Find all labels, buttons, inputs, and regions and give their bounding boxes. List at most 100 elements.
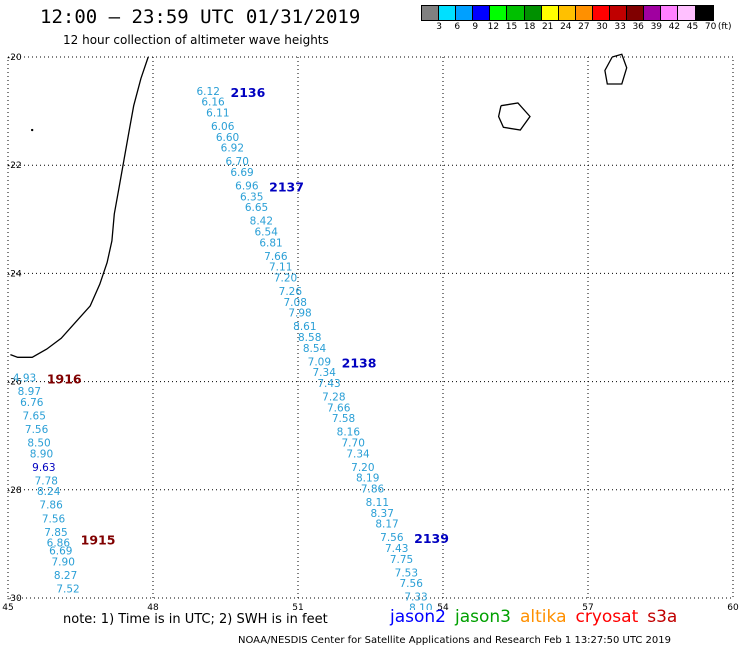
colorbar-swatch [507, 6, 525, 20]
swh-value: 6.92 [221, 143, 244, 155]
colorbar-swatch [661, 6, 679, 20]
swh-value: 7.65 [23, 410, 46, 422]
axis-ticks: 45 48 51 54 57 60 -20 -22 -24 -26 -28 -30 [2, 53, 739, 610]
swh-value: 7.34 [346, 448, 370, 460]
swh-value: 7.20 [351, 462, 374, 474]
y-tick-label: -24 [7, 269, 22, 279]
swh-value: 4.93 [13, 373, 36, 385]
swh-value: 7.09 [308, 356, 331, 368]
colorbar-label: 42 [668, 22, 681, 32]
legend-entry: jason3 [455, 607, 511, 627]
swh-value: 7.26 [279, 286, 303, 298]
colorbar-label: 30 [596, 22, 608, 32]
mauritius-coast [604, 53, 628, 85]
satellite-legend: jason2 jason3 altika cryosat s3a [390, 607, 686, 627]
wave-height-map: 45 48 51 54 57 60-20-22-24-26-28-30 4.938.976… [2, 53, 739, 610]
colorbar-swatch [456, 6, 474, 20]
credit-line: NOAA/NESDIS Center for Satellite Applica… [238, 635, 671, 646]
legend-entry: altika [520, 607, 567, 627]
chart-subtitle: 12 hour collection of altimeter wave hei… [63, 33, 329, 47]
swh-value: 6.70 [226, 156, 249, 168]
swh-value: 6.65 [245, 202, 268, 214]
y-tick-label: -26 [7, 378, 22, 388]
colorbar-label: 21 [541, 22, 554, 32]
swh-value: 7.58 [332, 413, 355, 425]
swh-value: 9.63 [32, 462, 55, 474]
swh-value: 8.58 [298, 332, 321, 344]
colorbar-swatch [644, 6, 662, 20]
x-tick-label: 48 [147, 603, 159, 610]
swh-value: 7.20 [274, 273, 297, 285]
swh-value: 6.12 [197, 86, 220, 98]
colorbar-label: 15 [505, 22, 518, 32]
legend-entry: jason2 [390, 607, 446, 627]
swh-value: 7.75 [390, 554, 413, 566]
colorbar-label: 18 [523, 22, 536, 32]
legend-entry: cryosat [575, 607, 639, 627]
x-tick-label: 45 [2, 603, 13, 610]
track-values: 4.938.976.767.65 7.56 8.508.90 9.637.788.24… [13, 86, 433, 610]
swh-value: 8.90 [30, 448, 53, 460]
swh-value: 6.16 [201, 97, 225, 109]
colorbar-label: 12 [487, 22, 500, 32]
swh-value: 7.66 [264, 251, 288, 263]
swh-value: 8.54 [303, 343, 327, 355]
swh-value: 7.28 [322, 392, 345, 404]
track-label: 2136 [231, 85, 266, 100]
colorbar-swatch [541, 6, 559, 20]
colorbar-swatch [473, 6, 491, 20]
chart-title: 12:00 — 23:59 UTC 01/31/2019 [40, 6, 361, 28]
swh-value: 8.19 [356, 473, 379, 485]
swh-value: 7.53 [395, 567, 418, 579]
colorbar-label: 33 [614, 22, 626, 32]
colorbar-label: 3 [436, 22, 442, 32]
swh-value: 7.86 [39, 500, 63, 512]
swh-value: 6.11 [206, 108, 229, 120]
coastlines [10, 53, 628, 358]
colorbar-swatch [422, 6, 440, 20]
swh-value: 6.35 [240, 191, 263, 203]
track-label: 2139 [414, 531, 449, 546]
legend-entry: s3a [647, 607, 678, 627]
track-label: 2138 [342, 355, 377, 370]
swh-value: 8.24 [37, 486, 61, 498]
y-tick-label: -30 [7, 594, 22, 604]
swh-value: 8.37 [371, 508, 394, 520]
swh-value: 6.96 [235, 181, 259, 193]
swh-value: 7.70 [342, 438, 365, 450]
colorbar-label: 70 [704, 22, 717, 32]
swh-value: 7.43 [385, 543, 408, 555]
swh-value: 7.56 [25, 424, 49, 436]
footer-note: note: 1) Time is in UTC; 2) SWH is in fe… [63, 612, 328, 627]
colorbar-swatch [524, 6, 542, 20]
swh-value: 7.33 [404, 592, 427, 604]
swh-value: 6.76 [20, 397, 44, 409]
x-tick-label: 51 [292, 603, 303, 610]
swh-value: 8.11 [366, 497, 389, 509]
colorbar-label: 45 [686, 22, 699, 32]
swh-value: 6.54 [255, 227, 279, 239]
swh-value: 7.34 [313, 367, 337, 379]
swh-value: 7.98 [288, 308, 311, 320]
colorbar-swatch [490, 6, 508, 20]
colorbar-label: 39 [650, 22, 663, 32]
swh-value: 7.43 [317, 378, 340, 390]
swh-value: 7.08 [284, 297, 307, 309]
swh-value: 7.56 [380, 532, 404, 544]
track-label: 1915 [81, 533, 116, 548]
swh-value: 8.97 [18, 386, 41, 398]
track-label: 2137 [269, 180, 304, 195]
track-label: 1916 [47, 372, 82, 387]
swh-value: 7.78 [35, 475, 58, 487]
swh-value: 7.52 [56, 584, 79, 596]
colorbar-swatch [592, 6, 611, 20]
swh-value: 8.50 [27, 438, 50, 450]
map-grid [7, 56, 734, 599]
map-frame [7, 56, 734, 599]
swh-value: 8.17 [375, 519, 398, 531]
colorbar-label: (ft) [717, 22, 732, 32]
swh-value: 6.69 [230, 167, 253, 179]
y-tick-label: -22 [7, 161, 22, 171]
swh-value: 8.10 [409, 603, 432, 610]
colorbar-labels: 3 6 9 12 15 18 21 24 27 30 33 36 39 42 45 70 (ft) [421, 22, 740, 34]
